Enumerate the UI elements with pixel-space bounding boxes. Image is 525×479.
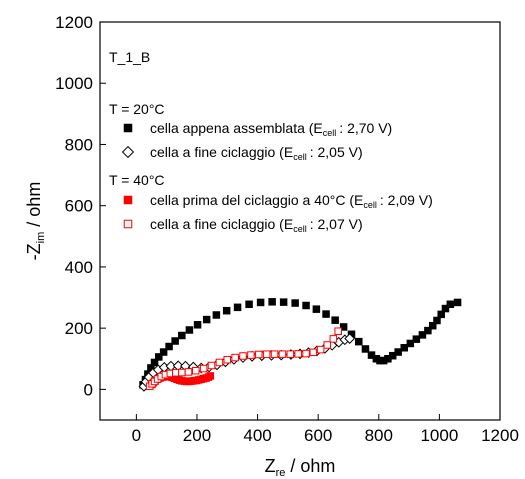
data-point	[178, 331, 186, 340]
data-point	[302, 301, 310, 310]
data-point	[316, 345, 325, 354]
data-point	[255, 350, 263, 359]
data-point	[150, 358, 159, 367]
data-point	[171, 337, 179, 345]
data-point	[207, 361, 216, 370]
data-point	[245, 300, 253, 309]
y-tick-label: 200	[65, 319, 93, 338]
x-axis-title: Zre / ohm	[265, 456, 336, 479]
data-point	[212, 311, 221, 319]
data-point	[279, 298, 288, 306]
data-point	[268, 298, 276, 306]
data-point	[159, 348, 168, 356]
y-tick-label: 1000	[55, 74, 93, 93]
legend-marker	[123, 123, 133, 133]
data-point	[256, 298, 265, 307]
data-point	[239, 352, 247, 360]
y-tick-label: 0	[84, 380, 93, 399]
data-point	[424, 326, 432, 335]
data-point	[400, 343, 408, 352]
data-point	[172, 369, 180, 377]
data-point	[231, 353, 239, 362]
data-point	[193, 321, 202, 329]
y-axis-title: -Zim / ohm	[24, 182, 47, 261]
data-point	[286, 350, 295, 358]
y-tick-label: 400	[65, 258, 93, 277]
x-tick-label: 0	[132, 426, 141, 445]
sample-label: T_1_B	[109, 49, 150, 65]
data-point	[394, 348, 402, 356]
data-point	[206, 372, 215, 380]
data-point	[155, 353, 163, 361]
data-point	[302, 349, 310, 358]
data-point	[312, 305, 321, 313]
y-tick-label: 1200	[55, 13, 93, 32]
legend-entry-label: cella appena assemblata (Ecell: 2,70 V)	[150, 120, 392, 138]
plot-frame	[99, 21, 501, 421]
legend-marker	[123, 219, 133, 229]
data-point	[446, 300, 455, 309]
data-point	[428, 321, 437, 330]
data-point	[412, 335, 421, 343]
data-point	[291, 299, 299, 307]
data-point	[344, 333, 356, 344]
data-point	[437, 310, 445, 319]
data-point	[262, 350, 271, 358]
legend-entry-label: cella prima del ciclaggio a 40°C (Ecell:…	[150, 192, 433, 210]
data-point	[215, 358, 224, 367]
data-point	[339, 323, 348, 331]
data-point	[178, 368, 186, 377]
data-point	[223, 355, 232, 364]
data-point	[192, 366, 200, 375]
legend-marker	[123, 195, 133, 205]
data-point	[355, 337, 363, 346]
data-point	[331, 316, 339, 324]
data-point	[233, 303, 242, 312]
x-tick-label: 1200	[481, 426, 519, 445]
y-tick-label: 800	[65, 135, 93, 154]
axis-ticks: 0 200 400 600 800 1000 1200 0 200 400 600 800 1000 12…	[55, 13, 519, 445]
data-point	[418, 331, 427, 339]
data-point	[165, 342, 173, 351]
data-point	[361, 345, 370, 353]
legend-group-20c-heading: T = 20°C	[109, 101, 165, 117]
data-point	[323, 341, 332, 349]
data-point	[202, 315, 211, 324]
data-point	[222, 306, 231, 315]
legend-marker	[121, 145, 135, 159]
x-tick-label: 1000	[420, 426, 458, 445]
legend-entry-label: cella a fine ciclaggio (Ecell: 2,07 V)	[150, 216, 363, 234]
data-point	[329, 335, 338, 343]
data-point	[453, 298, 462, 307]
y-tick-label: 600	[65, 197, 93, 216]
series-3	[145, 327, 342, 391]
data-point	[309, 348, 318, 357]
data-point	[334, 327, 342, 335]
legend: cella appena assemblata (Ecell: 2,70 V) c…	[121, 120, 433, 234]
data-point	[406, 339, 415, 348]
data-point	[294, 350, 302, 358]
data-point	[278, 350, 287, 358]
data-point	[322, 310, 330, 318]
data-points	[138, 298, 462, 392]
data-point	[199, 364, 208, 373]
data-point	[184, 368, 193, 376]
legend-entry-label: cella a fine ciclaggio (Ecell: 2,05 V)	[150, 144, 363, 162]
data-point	[247, 351, 255, 359]
x-tick-label: 400	[243, 426, 271, 445]
data-point	[441, 304, 450, 313]
x-tick-label: 600	[304, 426, 332, 445]
data-point	[433, 316, 441, 325]
x-tick-label: 200	[183, 426, 211, 445]
data-point	[185, 326, 194, 334]
data-point	[270, 350, 279, 358]
x-tick-label: 800	[365, 426, 393, 445]
legend-group-40c-heading: T = 40°C	[109, 172, 165, 188]
